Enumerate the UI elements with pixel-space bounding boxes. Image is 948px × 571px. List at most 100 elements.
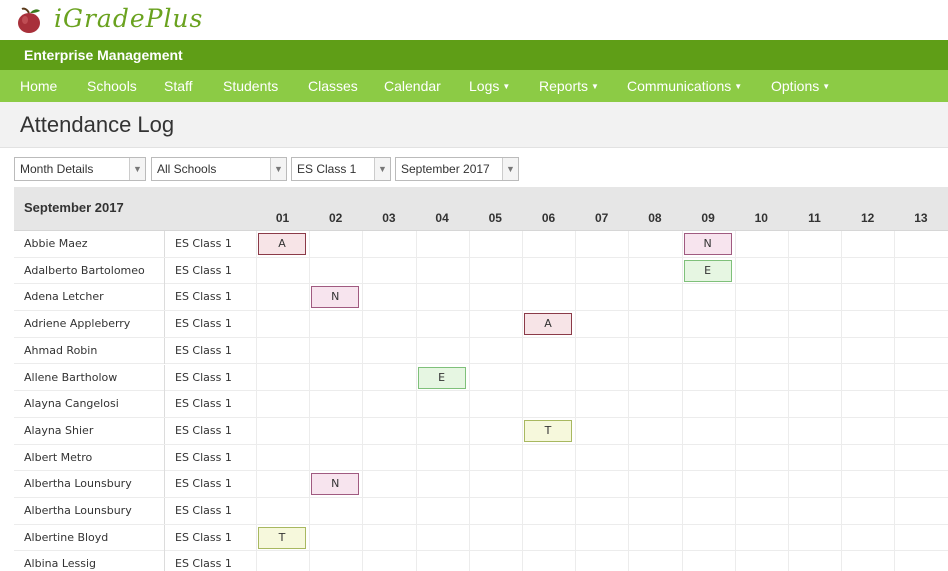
student-class: ES Class 1 — [164, 417, 232, 444]
app-logo-text[interactable]: iGradePlus — [54, 4, 204, 33]
student-class: ES Class 1 — [164, 284, 232, 311]
day-header-05: 05 — [488, 211, 502, 225]
caret-down-icon: ▼ — [822, 82, 831, 91]
day-header-02: 02 — [329, 211, 343, 225]
table-row: Albertha Lounsbury ES Class 1 N — [14, 471, 948, 498]
student-name[interactable]: Albina Lessig — [24, 557, 97, 571]
student-name[interactable]: Adena Letcher — [24, 290, 104, 304]
attendance-mark[interactable]: A — [524, 313, 572, 336]
student-name[interactable]: Albert Metro — [24, 450, 93, 464]
grid-line — [575, 231, 577, 571]
class-select-value: ES Class 1 — [297, 162, 357, 176]
title-bar: Attendance Log — [0, 102, 948, 148]
nav-item-label: Logs — [469, 78, 500, 94]
table-row: Alayna Cangelosi ES Class 1 — [14, 391, 948, 418]
chevron-down-icon: ▼ — [374, 158, 390, 180]
nav-item-logs[interactable]: Logs ▼ — [469, 70, 510, 103]
student-class: ES Class 1 — [164, 471, 232, 498]
student-class: ES Class 1 — [164, 364, 232, 391]
attendance-mark[interactable]: N — [311, 286, 360, 309]
day-header-11: 11 — [808, 211, 821, 225]
nav-item-label: Home — [20, 78, 58, 94]
day-header-06: 06 — [541, 211, 556, 225]
school-select[interactable]: All Schools ▼ — [151, 157, 287, 181]
month-select[interactable]: September 2017 ▼ — [395, 157, 519, 181]
day-header-13: 13 — [914, 211, 928, 225]
nav-item-calendar[interactable]: Calendar — [384, 70, 441, 102]
student-name[interactable]: Albertine Bloyd — [24, 530, 109, 544]
caret-down-icon: ▼ — [734, 82, 743, 91]
grid-line — [841, 231, 843, 571]
nav-item-label: Classes — [308, 78, 358, 94]
student-name[interactable]: Adriene Appleberry — [24, 317, 131, 331]
table-row: Albertha Lounsbury ES Class 1 — [14, 498, 948, 525]
table-row: Albina Lessig ES Class 1 — [14, 551, 948, 571]
nav-item-schools[interactable]: Schools — [87, 70, 137, 102]
nav-item-label: Staff — [164, 78, 193, 94]
nav-item-communications[interactable]: Communications ▼ — [627, 70, 742, 103]
student-name[interactable]: Albertha Lounsbury — [24, 477, 132, 491]
student-name[interactable]: Abbie Maez — [24, 237, 88, 250]
student-name[interactable]: Ahmad Robin — [24, 343, 98, 357]
caret-down-icon: ▼ — [502, 82, 511, 91]
attendance-mark[interactable]: T — [258, 526, 306, 549]
chevron-down-icon: ▼ — [270, 158, 286, 180]
student-class: ES Class 1 — [164, 498, 232, 524]
nav-item-classes[interactable]: Classes — [308, 70, 358, 102]
student-name[interactable]: Allene Bartholow — [24, 370, 118, 384]
section-title: Enterprise Management — [0, 40, 948, 70]
nav-item-options[interactable]: Options ▼ — [771, 70, 830, 103]
nav-item-label: Options — [771, 78, 820, 94]
attendance-mark[interactable]: E — [417, 366, 466, 389]
student-name[interactable]: Adalberto Bartolomeo — [24, 263, 145, 277]
nav-item-label: Schools — [87, 78, 137, 94]
grid-line — [628, 231, 630, 571]
nav-item-label: Students — [223, 78, 279, 94]
attendance-mark[interactable]: N — [311, 473, 360, 496]
day-header-04: 04 — [435, 211, 449, 225]
nav-item-home[interactable]: Home — [20, 70, 57, 102]
day-header-03: 03 — [382, 211, 396, 225]
chevron-down-icon: ▼ — [502, 158, 518, 180]
day-header-07: 07 — [595, 211, 609, 225]
attendance-mark[interactable]: T — [524, 419, 572, 442]
attendance-mark[interactable]: A — [258, 233, 306, 255]
table-row: Ahmad Robin ES Class 1 — [14, 337, 948, 365]
grid-line — [681, 231, 683, 571]
attendance-mark[interactable]: N — [683, 233, 732, 255]
grid-line — [522, 231, 523, 571]
student-name[interactable]: Alayna Cangelosi — [24, 397, 119, 411]
day-header-09: 09 — [701, 211, 715, 225]
grid-header: September 2017 01 02 03 04 05 06 07 08 09 10 11 12 1… — [14, 187, 948, 231]
grid-line — [309, 231, 311, 571]
nav-item-staff[interactable]: Staff — [164, 70, 193, 102]
day-header-01: 01 — [275, 211, 290, 225]
student-class: ES Class 1 — [164, 257, 232, 284]
nav-item-reports[interactable]: Reports ▼ — [539, 70, 599, 103]
table-row: Adena Letcher ES Class 1 N — [14, 284, 948, 312]
month-select-value: September 2017 — [401, 162, 490, 176]
view-select[interactable]: Month Details ▼ — [14, 157, 146, 181]
grid-month-label: September 2017 — [24, 200, 124, 215]
grid-line — [362, 231, 364, 571]
attendance-mark[interactable]: E — [683, 259, 732, 282]
table-row: Adriene Appleberry ES Class 1 A — [14, 311, 948, 338]
student-class: ES Class 1 — [164, 337, 232, 364]
table-row: Allene Bartholow ES Class 1 E — [14, 364, 948, 392]
nav-item-label: Calendar — [384, 78, 441, 94]
nav-item-label: Communications — [627, 78, 732, 94]
nav-item-students[interactable]: Students — [223, 70, 278, 102]
student-name[interactable]: Albertha Lounsbury — [24, 504, 132, 517]
grid-line — [734, 231, 736, 571]
table-row: Albertine Bloyd ES Class 1 T — [14, 524, 948, 552]
school-select-value: All Schools — [157, 162, 217, 176]
day-header-12: 12 — [861, 211, 875, 225]
class-select[interactable]: ES Class 1 ▼ — [291, 157, 391, 181]
table-row: Alayna Shier ES Class 1 T — [14, 417, 948, 445]
table-row: Adalberto Bartolomeo ES Class 1 E — [14, 257, 948, 285]
grid-line — [415, 231, 417, 571]
view-select-value: Month Details — [20, 162, 94, 176]
student-class: ES Class 1 — [164, 524, 232, 551]
grid-line — [894, 231, 896, 571]
student-name[interactable]: Alayna Shier — [24, 423, 94, 437]
